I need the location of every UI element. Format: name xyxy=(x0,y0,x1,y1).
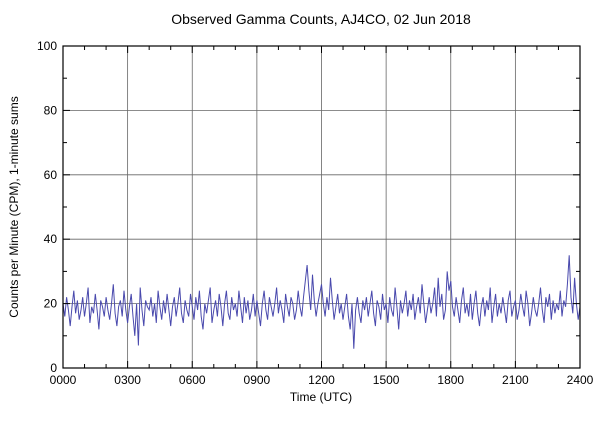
x-tick-label: 1500 xyxy=(373,373,400,387)
y-tick-label: 100 xyxy=(37,39,57,53)
tick-label-layer: 0000 0300 0600 0900 1200 1500 1800 2100 2400 0 20 4… xyxy=(37,39,594,387)
x-tick-label: 0600 xyxy=(179,373,206,387)
y-tick-label: 40 xyxy=(44,232,58,246)
y-axis-label: Counts per Minute (CPM), 1-minute sums xyxy=(7,96,21,317)
data-series xyxy=(62,255,581,349)
plot-frame xyxy=(62,45,581,369)
x-tick-label: 0000 xyxy=(50,373,77,387)
y-tick-label: 60 xyxy=(44,168,58,182)
series-layer xyxy=(62,255,581,349)
x-tick-label: 0300 xyxy=(114,373,141,387)
x-tick-label: 2400 xyxy=(567,373,594,387)
y-tick-label: 80 xyxy=(44,103,58,117)
x-tick-label: 0900 xyxy=(244,373,271,387)
x-tick-label: 2100 xyxy=(502,373,529,387)
grid-layer xyxy=(63,46,580,368)
x-tick-label: 1800 xyxy=(437,373,464,387)
x-axis-label: Time (UTC) xyxy=(290,390,352,404)
y-tick-label: 20 xyxy=(44,297,58,311)
chart-title: Observed Gamma Counts, AJ4CO, 02 Jun 201… xyxy=(171,11,471,27)
y-tick-label: 0 xyxy=(50,361,57,375)
x-tick-label: 1200 xyxy=(308,373,335,387)
